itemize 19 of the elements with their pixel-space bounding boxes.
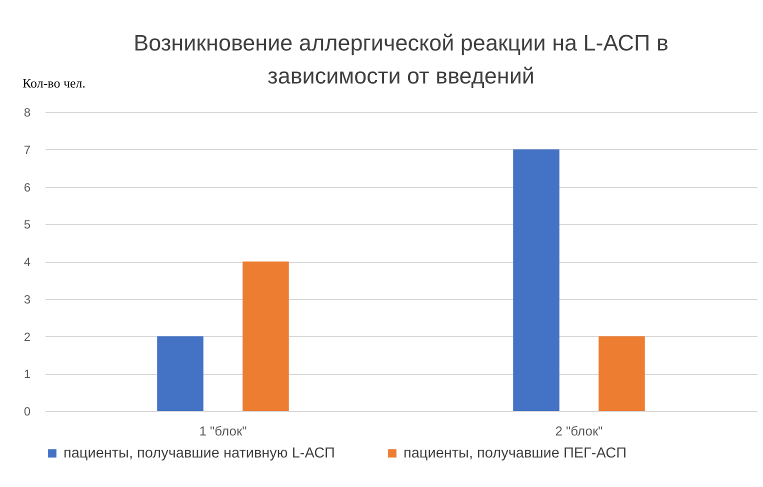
x-tick-label: 1 "блок" <box>199 424 248 438</box>
y-tick-label: 8 <box>24 106 31 120</box>
y-tick-label: 6 <box>24 180 31 194</box>
bar <box>242 262 289 411</box>
y-tick-label: 4 <box>24 255 31 269</box>
y-axis-title: Кол-во чел. <box>22 76 86 90</box>
chart-title: Возникновение аллергической реакции на L-АСП в зависимости от введений <box>134 30 668 88</box>
y-tick-label: 2 <box>24 330 31 344</box>
y-tick-label: 7 <box>24 142 31 157</box>
legend-label: пациенты, получавшие ПЕГ-АСП <box>404 445 626 462</box>
x-tick-label: 2 "блок" <box>555 424 604 438</box>
legend-label: пациенты, получавшие нативную L-АСП <box>64 445 335 462</box>
y-tick-label: 5 <box>24 218 31 232</box>
y-tick-label: 0 <box>24 404 31 418</box>
y-tick-label: 1 <box>24 367 31 382</box>
bar <box>513 149 560 411</box>
bar <box>157 336 204 411</box>
y-tick-label: 3 <box>24 292 31 306</box>
bar <box>598 336 645 411</box>
